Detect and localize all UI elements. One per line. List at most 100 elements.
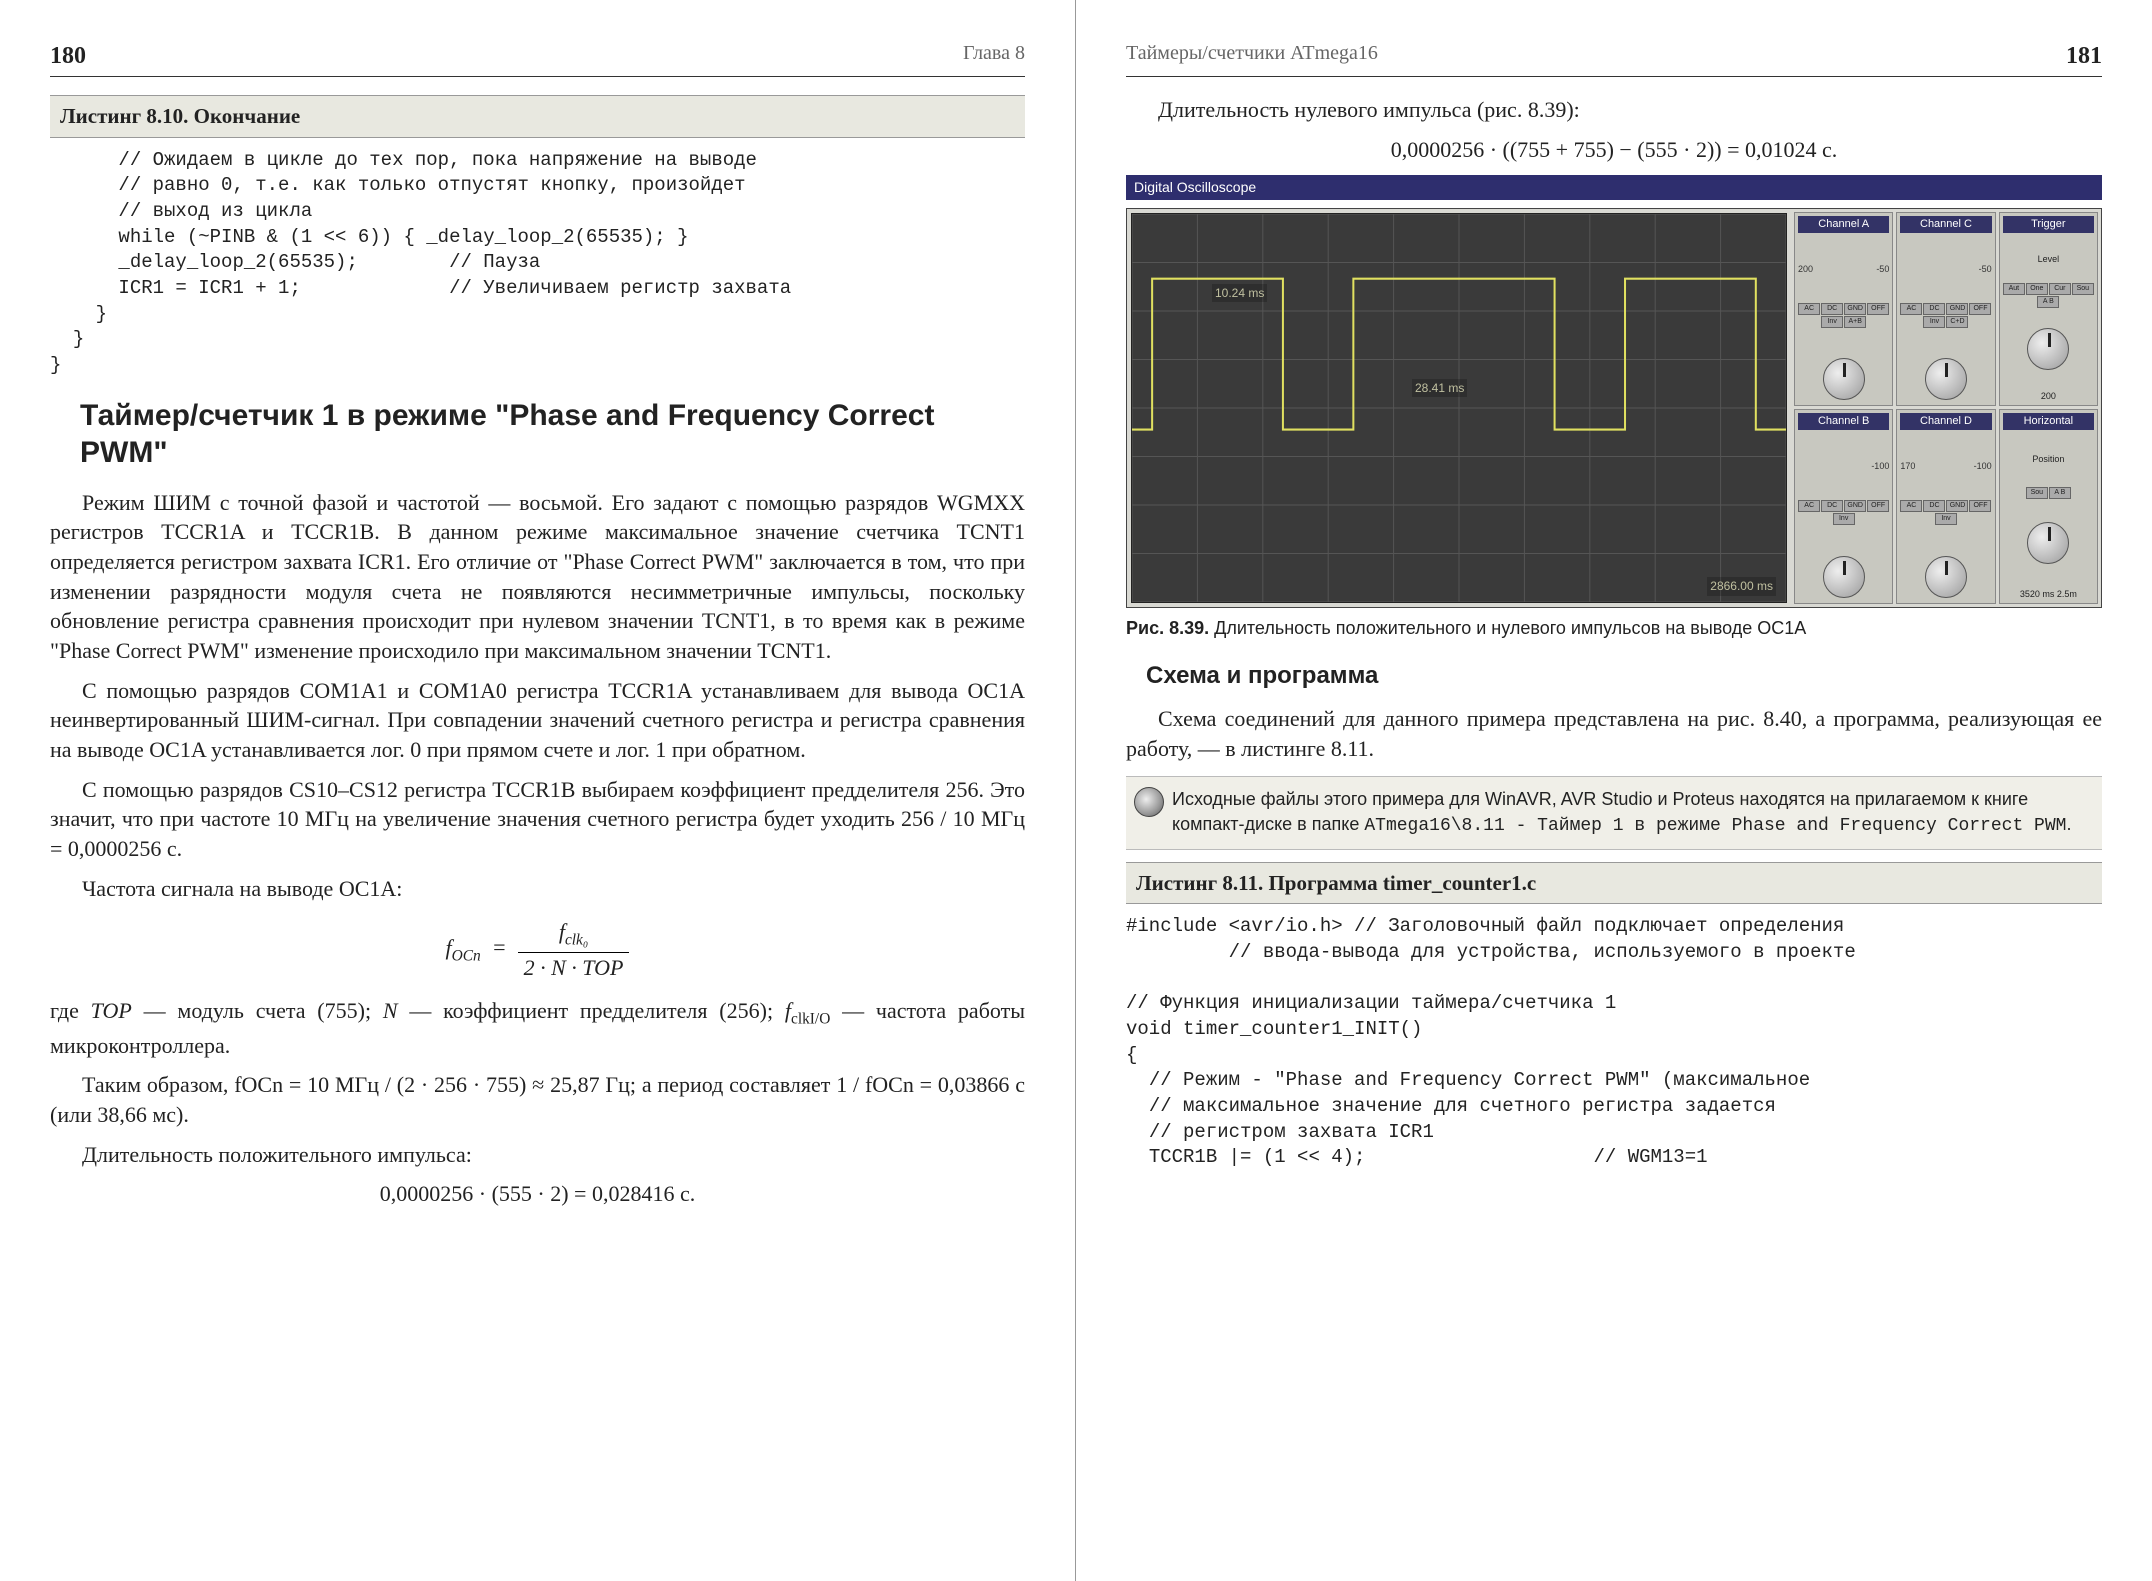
panel-dial[interactable] (2027, 328, 2069, 370)
scope-control-panels: Channel A200-50ACDCGNDOFFInvA+BChannel C… (1791, 209, 2101, 607)
panel-button[interactable]: A+B (1844, 316, 1866, 328)
panel-button[interactable]: GND (1946, 303, 1968, 315)
panel-button[interactable]: Aut (2003, 283, 2025, 295)
panel-level: 200 (1798, 263, 1813, 275)
panel-button[interactable]: Inv (1833, 513, 1855, 525)
note-text-b: . (2066, 814, 2071, 834)
panel-dial[interactable] (1925, 358, 1967, 400)
legend-b: — модуль счета (755); (132, 998, 383, 1023)
formula-fraction: fclk₀ 2 · N · TOP (518, 917, 630, 982)
panel-reading: 3520 ms 2.5m (2020, 588, 2077, 600)
panel-title: Trigger (2003, 216, 2094, 233)
panel-button[interactable]: OFF (1867, 303, 1889, 315)
panel-buttons: ACDCGNDOFF Inv (1900, 500, 1991, 525)
panel-subtitle: Level (2038, 253, 2060, 265)
page-header-left: 180 Глава 8 (50, 40, 1025, 77)
scope-window-title: Digital Oscilloscope (1126, 175, 2102, 200)
panel-button[interactable]: DC (1821, 500, 1843, 512)
panel-button[interactable]: AC (1798, 303, 1820, 315)
num-sub: clk₀ (565, 932, 588, 949)
panel-position: -100 (1871, 460, 1889, 472)
scope-label-t1: 10.24 ms (1212, 284, 1267, 302)
panel-position: -50 (1876, 263, 1889, 275)
panel-button[interactable]: DC (1821, 303, 1843, 315)
panel-button[interactable]: AC (1900, 303, 1922, 315)
panel-reading: 200 (2041, 390, 2056, 402)
legend-a: где (50, 998, 91, 1023)
panel-button[interactable]: OFF (1867, 500, 1889, 512)
panel-button[interactable]: Sou (2072, 283, 2094, 295)
formula-lhs: fOCn (446, 935, 481, 960)
section-heading: Таймер/счетчик 1 в режиме "Phase and Fre… (80, 397, 1025, 472)
panel-buttons: AutOneCurSou A B (2003, 283, 2094, 308)
panel-button[interactable]: DC (1923, 500, 1945, 512)
figure-caption-text: Длительность положительного и нулевого и… (1209, 618, 1806, 638)
panel-readings: 170-100 (1900, 460, 1991, 472)
intro-zero-pulse: Длительность нулевого импульса (рис. 8.3… (1126, 95, 2102, 125)
listing-8-11-code: #include <avr/io.h> // Заголовочный файл… (1126, 914, 2102, 1170)
panel-readings: -50 (1900, 263, 1991, 275)
listing-8-10-code: // Ожидаем в цикле до тех пор, пока напр… (50, 148, 1025, 379)
page-number: 180 (50, 40, 86, 72)
oscilloscope-screen: 10.24 ms 28.41 ms 2866.00 ms (1131, 213, 1787, 603)
formula-numerator: fclk₀ (518, 917, 630, 952)
panel-dial[interactable] (1823, 358, 1865, 400)
panel-button[interactable]: GND (1946, 500, 1968, 512)
listing-8-11-title: Листинг 8.11. Программа timer_counter1.c (1126, 862, 2102, 904)
panel-title: Channel C (1900, 216, 1991, 233)
equation-positive-pulse: 0,0000256 · (555 · 2) = 0,028416 с. (50, 1179, 1025, 1209)
panel-title: Channel B (1798, 413, 1889, 430)
paragraph-2: С помощью разрядов COM1A1 и COM1A0 регис… (50, 676, 1025, 765)
cd-icon (1134, 787, 1164, 817)
header-label: Таймеры/счетчики ATmega16 (1126, 40, 1378, 72)
formula-focn: fOCn = fclk₀ 2 · N · TOP (50, 917, 1025, 982)
panel-dial[interactable] (1925, 556, 1967, 598)
subsection-heading: Схема и программа (1146, 660, 2102, 692)
formula-legend: где TOP — модуль счета (755); N — коэффи… (50, 996, 1025, 1060)
panel-buttons: ACDCGNDOFF Inv (1798, 500, 1889, 525)
figure-number: Рис. 8.39. (1126, 618, 1209, 638)
scope-panel: Channel C -50 ACDCGNDOFF InvC+D (1896, 212, 1995, 407)
panel-button[interactable]: Cur (2049, 283, 2071, 295)
panel-title: Channel A (1798, 216, 1889, 233)
freq-label: Частота сигнала на выводе OC1A: (50, 874, 1025, 904)
panel-button[interactable]: AC (1798, 500, 1820, 512)
panel-button[interactable]: Inv (1923, 316, 1945, 328)
panel-buttons: ACDCGNDOFF InvA+B (1798, 303, 1889, 328)
panel-level: 170 (1900, 460, 1915, 472)
panel-button[interactable]: Inv (1821, 316, 1843, 328)
figure-caption: Рис. 8.39. Длительность положительного и… (1126, 616, 2102, 640)
cd-note: Исходные файлы этого примера для WinAVR,… (1126, 776, 2102, 850)
panel-button[interactable]: GND (1844, 303, 1866, 315)
panel-dial[interactable] (2027, 522, 2069, 564)
panel-buttons: ACDCGNDOFF InvC+D (1900, 303, 1991, 328)
panel-readings: 200 -50 (1798, 263, 1889, 275)
panel-button[interactable]: C+D (1946, 316, 1968, 328)
paragraph-7: Длительность положительного импульса: (50, 1140, 1025, 1170)
panel-button[interactable]: One (2026, 283, 2048, 295)
book-spread: 180 Глава 8 Листинг 8.10. Окончание // О… (0, 0, 2152, 1581)
page-180: 180 Глава 8 Листинг 8.10. Окончание // О… (0, 0, 1076, 1581)
panel-button[interactable]: GND (1844, 500, 1866, 512)
panel-subtitle: Position (2032, 453, 2064, 465)
legend-fclk-sub: clkI/O (791, 1011, 830, 1028)
panel-button[interactable]: Sou (2026, 487, 2048, 499)
panel-title: Channel D (1900, 413, 1991, 430)
panel-button[interactable]: OFF (1969, 500, 1991, 512)
panel-buttons: SouA B (2003, 487, 2094, 499)
scope-panel: Trigger Level AutOneCurSou A B 200 (1999, 212, 2098, 407)
panel-dial[interactable] (1823, 556, 1865, 598)
panel-button[interactable]: A B (2037, 296, 2059, 308)
scope-panel: Channel B -100 ACDCGNDOFF Inv (1794, 409, 1893, 604)
schema-paragraph: Схема соединений для данного примера пре… (1126, 704, 2102, 763)
panel-button[interactable]: Inv (1935, 513, 1957, 525)
page-header-right: Таймеры/счетчики ATmega16 181 (1126, 40, 2102, 77)
equation-zero-pulse: 0,0000256 · ((755 + 755) − (555 · 2)) = … (1126, 135, 2102, 165)
panel-button[interactable]: AC (1900, 500, 1922, 512)
legend-c: — коэффициент предделителя (256); (398, 998, 785, 1023)
panel-button[interactable]: OFF (1969, 303, 1991, 315)
panel-button[interactable]: A B (2049, 487, 2071, 499)
scope-label-span: 2866.00 ms (1707, 577, 1776, 595)
panel-button[interactable]: DC (1923, 303, 1945, 315)
f-sub: OCn (452, 947, 481, 964)
